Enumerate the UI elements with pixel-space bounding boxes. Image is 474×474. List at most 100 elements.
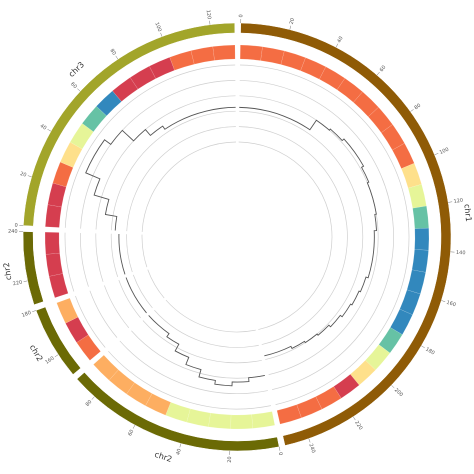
tick-label: 20 — [289, 17, 296, 25]
heatmap-cell — [378, 327, 403, 354]
grid-arc — [239, 95, 379, 375]
heatmap-cell — [315, 386, 342, 410]
grid-arc — [141, 141, 237, 232]
grid-arc — [131, 330, 265, 379]
tick-mark — [448, 201, 453, 203]
heatmap-cell — [319, 66, 346, 91]
heatmap-cell — [390, 308, 413, 335]
heatmap-cell — [407, 184, 427, 209]
heatmap-cell — [56, 297, 79, 324]
line-track — [85, 106, 236, 231]
tick-label: 0 — [238, 14, 244, 17]
heatmap-cell — [81, 106, 107, 132]
tick-label: 60 — [69, 81, 78, 90]
heatmap-cell — [239, 44, 263, 61]
ideogram — [76, 372, 280, 452]
heatmap-cell — [353, 91, 379, 117]
heatmap-cell — [169, 50, 195, 71]
grid-arc — [154, 310, 259, 348]
tick-mark — [32, 310, 37, 313]
grid-arc — [118, 280, 141, 319]
grid-arc — [75, 295, 106, 348]
grid-arc — [95, 95, 236, 230]
tick-mark — [308, 438, 311, 443]
heatmap-cell — [45, 252, 63, 277]
heatmap-cell — [260, 46, 285, 65]
grid-arc — [132, 274, 153, 309]
grid-arc — [80, 233, 89, 287]
chromosome-label: chr2 — [2, 262, 14, 281]
line-track — [148, 315, 265, 387]
tick-label: 80 — [413, 103, 422, 112]
tick-label: 60 — [127, 429, 135, 437]
grid-arc — [110, 233, 119, 277]
tick-mark — [209, 20, 211, 25]
tick-mark — [132, 424, 136, 429]
tick-mark — [27, 175, 32, 178]
grid-arc — [104, 285, 130, 328]
tick-label: 40 — [39, 123, 48, 131]
grid-arc — [238, 126, 348, 345]
tick-label: 80 — [85, 399, 94, 408]
tick-mark — [54, 354, 59, 358]
ideogram — [35, 306, 82, 375]
chromosome-label: chr2 — [153, 450, 173, 464]
tick-label: 0 — [277, 452, 284, 456]
heatmap-cell — [165, 402, 191, 423]
tick-mark — [421, 345, 425, 349]
tick-mark — [179, 443, 182, 448]
heatmap-cell — [186, 408, 211, 428]
tick-mark — [278, 446, 281, 451]
ideogram — [240, 22, 452, 446]
heatmap-cell — [208, 412, 232, 430]
grid-arc — [141, 234, 148, 268]
tick-mark — [91, 396, 95, 400]
grid-arc — [147, 269, 165, 299]
heatmap-cell — [251, 411, 276, 429]
grid-arc — [95, 233, 104, 282]
heatmap-cell — [412, 205, 429, 229]
heatmap-cell — [336, 78, 363, 103]
heatmap-cell — [411, 249, 429, 273]
chromosome-label: chr3 — [67, 60, 86, 79]
tick-label: 100 — [153, 22, 162, 33]
tick-label: 100 — [439, 147, 450, 156]
heatmap-cell — [414, 227, 430, 251]
heatmap-cell — [230, 414, 253, 430]
heatmap-cell — [45, 204, 62, 228]
heatmap-cell — [69, 123, 94, 150]
tick-label: 160 — [44, 356, 55, 366]
heatmap-cell — [368, 107, 393, 133]
grid-arc — [142, 320, 262, 364]
tick-label: 120 — [205, 9, 212, 19]
tick-mark — [289, 25, 292, 30]
grid-arc — [239, 110, 364, 360]
tick-label: 120 — [453, 198, 463, 205]
chromosome-label: chr1 — [462, 203, 473, 222]
tick-mark — [391, 385, 395, 389]
tick-mark — [23, 280, 28, 282]
tick-label: 220 — [353, 420, 363, 431]
grid-arc — [64, 64, 236, 228]
grid-arc — [64, 232, 75, 292]
tick-label: 240 — [8, 229, 18, 235]
tick-label: 160 — [446, 300, 457, 309]
heatmap-cell — [365, 344, 391, 371]
grid-arc — [238, 141, 333, 330]
tick-mark — [352, 416, 356, 421]
heatmap-cell — [276, 404, 302, 425]
chromosome-label: chr2 — [28, 343, 45, 363]
heatmap-cell — [93, 354, 119, 381]
tick-label: 180 — [424, 346, 435, 356]
heatmap-cell — [108, 369, 135, 395]
grid-arc — [108, 350, 271, 410]
tick-label: 40 — [175, 448, 182, 456]
heatmap-cell — [145, 393, 171, 416]
heatmap-cell — [401, 163, 422, 189]
heatmap-cell — [65, 316, 89, 343]
line-track — [118, 233, 126, 275]
grid-arc — [126, 126, 236, 232]
tick-mark — [335, 43, 339, 48]
tick-mark — [376, 71, 380, 76]
